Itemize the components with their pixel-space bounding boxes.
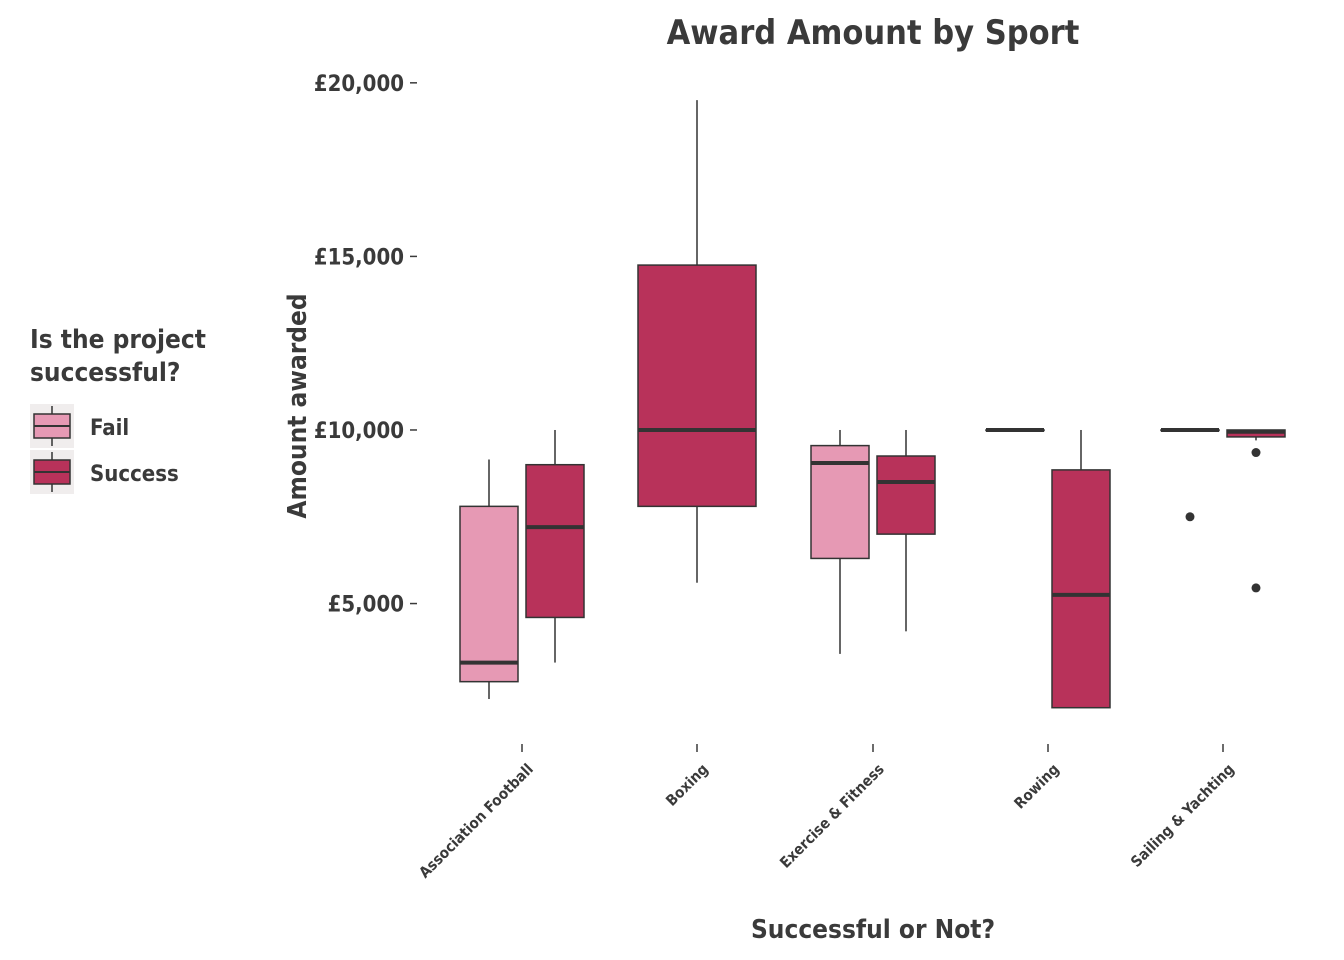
legend-label: Success [90, 462, 179, 487]
chart-title: Award Amount by Sport [667, 13, 1080, 53]
iqr-box [525, 463, 585, 619]
legend-title: Is the project [30, 325, 206, 355]
y-tick-label: £5,000 [328, 593, 404, 618]
x-tick-label: Association Football [415, 760, 536, 881]
x-tick-label: Boxing [662, 760, 712, 810]
iqr-box [459, 505, 519, 683]
box-boxing-success [637, 100, 757, 583]
box-sailing-yachting-success [1226, 429, 1286, 593]
iqr-box [1051, 469, 1111, 709]
legend-label: Fail [90, 416, 129, 441]
box-association-football-success [525, 429, 585, 663]
y-tick-label: £20,000 [314, 72, 404, 97]
y-axis: £5,000 £10,000 £15,000 £20,000 [314, 72, 417, 618]
box-exercise-fitness-fail [810, 429, 870, 654]
x-tick-label: Rowing [1010, 760, 1062, 812]
box-association-football-fail [459, 459, 519, 700]
outlier-point [1251, 448, 1261, 458]
iqr-box [876, 455, 936, 535]
box-rowing-fail [985, 427, 1045, 432]
y-axis-title: Amount awarded [283, 293, 313, 518]
x-axis-title: Successful or Not? [751, 915, 995, 945]
legend-title: successful? [30, 358, 180, 388]
y-tick-label: £10,000 [314, 419, 404, 444]
x-axis: Association Football Boxing Exercise & Fit… [415, 744, 1238, 882]
outlier-point [1185, 512, 1195, 522]
box-rowing-success [1051, 429, 1111, 709]
legend-item-fail: Fail [30, 404, 129, 448]
plot-area [459, 100, 1286, 709]
y-tick-label: £15,000 [314, 245, 404, 270]
box-exercise-fitness-success [876, 429, 936, 632]
iqr-box [637, 264, 757, 508]
outlier-point [1251, 583, 1261, 593]
box-sailing-yachting-fail [1160, 427, 1220, 522]
legend-item-success: Success [30, 450, 179, 494]
x-tick-label: Exercise & Fitness [776, 760, 888, 872]
x-tick-label: Sailing & Yachting [1127, 760, 1238, 871]
